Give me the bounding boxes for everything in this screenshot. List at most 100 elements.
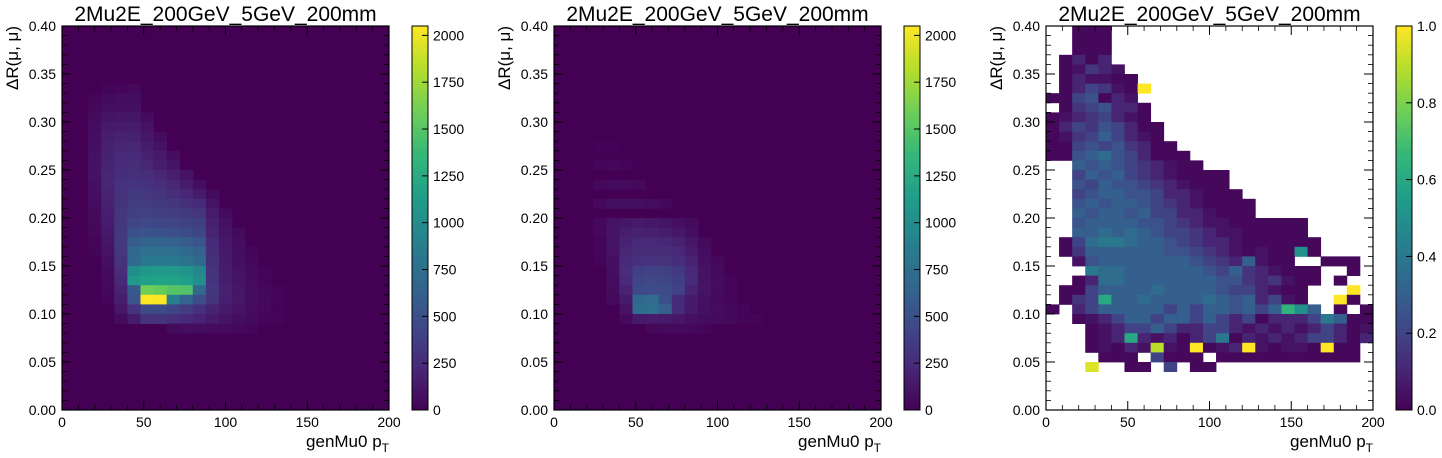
heatmap-cell [1189, 160, 1204, 171]
heatmap-cell [606, 275, 620, 286]
colorbar-segment [904, 93, 920, 99]
colorbar-segment [412, 93, 428, 99]
heatmap-cell [114, 150, 128, 161]
heatmap-cell [1268, 314, 1282, 324]
heatmap-cell [1150, 208, 1165, 219]
heatmap-cell [1059, 74, 1073, 84]
colorbar-tick-label: 500 [925, 308, 949, 324]
colorbar-segment [412, 290, 428, 296]
heatmap-cell [1255, 237, 1269, 248]
colorbar-tick-label: 1250 [925, 168, 956, 184]
heatmap-cell [1072, 112, 1086, 123]
colorbar-segment [904, 318, 920, 325]
colorbar-segment [904, 309, 920, 315]
heatmap-cell [1202, 333, 1217, 344]
colorbar-segment [412, 64, 428, 70]
colorbar-segment [904, 275, 920, 281]
heatmap-cell [192, 304, 207, 315]
heatmap-cell [1098, 218, 1112, 228]
heatmap-cell [1085, 131, 1099, 142]
colorbar-segment [904, 26, 920, 32]
colorbar-segment [1396, 290, 1412, 296]
heatmap-cell [1307, 314, 1322, 324]
heatmap-cell [1307, 352, 1322, 363]
colorbar-segment [904, 314, 920, 320]
colorbar-segment [1396, 35, 1412, 41]
colorbar-segment [412, 141, 428, 147]
heatmap-cell [101, 179, 115, 190]
heatmap-cell [1072, 93, 1086, 104]
heatmap-cell [1202, 304, 1217, 315]
colorbar-frame [1395, 25, 1413, 411]
y-tick-label: 0.30 [29, 114, 56, 130]
heatmap-cell [114, 218, 128, 228]
heatmap-cell [258, 285, 272, 296]
heatmap-cell [1098, 26, 1112, 36]
colorbar-segment [412, 35, 428, 41]
y-tick-label: 0.40 [1013, 18, 1040, 34]
heatmap-cell [232, 314, 246, 324]
x-axis-label-subscript: T [1366, 441, 1374, 455]
heatmap-cell [1059, 112, 1073, 123]
heatmap-cell [1059, 237, 1073, 248]
colorbar-segment [904, 98, 920, 104]
heatmap-cell [166, 189, 181, 200]
x-tick-label: 100 [214, 414, 238, 430]
heatmap-cell [1268, 285, 1282, 296]
colorbar-segment [904, 136, 920, 142]
heatmap-cell [606, 218, 620, 228]
colorbar-segment [904, 232, 920, 238]
colorbar-segment [904, 256, 920, 262]
heatmap-cell [606, 285, 620, 296]
heatmap-cell [697, 304, 712, 315]
heatmap-cell [1281, 294, 1295, 305]
heatmap-cell [645, 314, 660, 324]
heatmap-cell [1124, 141, 1138, 152]
y-axis-label: ΔR(μ, μ) [987, 26, 1006, 90]
heatmap-cell [1346, 294, 1361, 305]
heatmap-cell [218, 285, 233, 296]
heatmap-cell [671, 246, 686, 257]
heatmap-cell [1189, 189, 1204, 200]
heatmap-cell [245, 246, 259, 257]
colorbar-tick-label: 0 [433, 402, 441, 418]
y-tick-label: 0.00 [1013, 402, 1040, 418]
colorbar-segment [904, 290, 920, 296]
heatmap-cell [127, 122, 141, 132]
heatmap-cell [153, 150, 168, 161]
x-axis-label-main: genMu0 p [306, 432, 382, 451]
colorbar-segment [412, 136, 428, 142]
colorbar-segment [1396, 83, 1412, 89]
heatmap-cell [1216, 323, 1230, 334]
heatmap-cell [1059, 83, 1073, 94]
colorbar-segment [412, 112, 428, 118]
heatmap-cell [1268, 333, 1282, 344]
heatmap-cell [1176, 304, 1191, 315]
colorbar-segment [412, 83, 428, 89]
heatmap-cell [619, 275, 633, 286]
heatmap-cell [1072, 54, 1086, 65]
colorbar-segment [904, 280, 920, 286]
heatmap-cell [179, 294, 194, 305]
heatmap-cell [1189, 323, 1204, 334]
colorbar-segment [412, 390, 428, 397]
heatmap-cell [632, 294, 646, 305]
heatmap-cell [1176, 285, 1191, 296]
heatmap-cell [1098, 256, 1112, 267]
heatmap-cell [1281, 304, 1295, 315]
heatmap-cell [166, 170, 181, 180]
heatmap-cell [1124, 246, 1138, 257]
heatmap-cell [1124, 333, 1138, 344]
heatmap-cell [1137, 189, 1152, 200]
heatmap-cell [1098, 285, 1112, 296]
heatmap-cell [179, 323, 194, 334]
heatmap-cell [1085, 170, 1099, 180]
colorbar-segment [904, 150, 920, 157]
heatmap-cell [1242, 314, 1256, 324]
colorbar-segment [1396, 362, 1412, 368]
heatmap-cell [101, 160, 115, 171]
heatmap-cell [140, 141, 154, 152]
heatmap-cell [1124, 170, 1138, 180]
colorbar-segment [412, 371, 428, 377]
heatmap-cell [271, 314, 285, 324]
